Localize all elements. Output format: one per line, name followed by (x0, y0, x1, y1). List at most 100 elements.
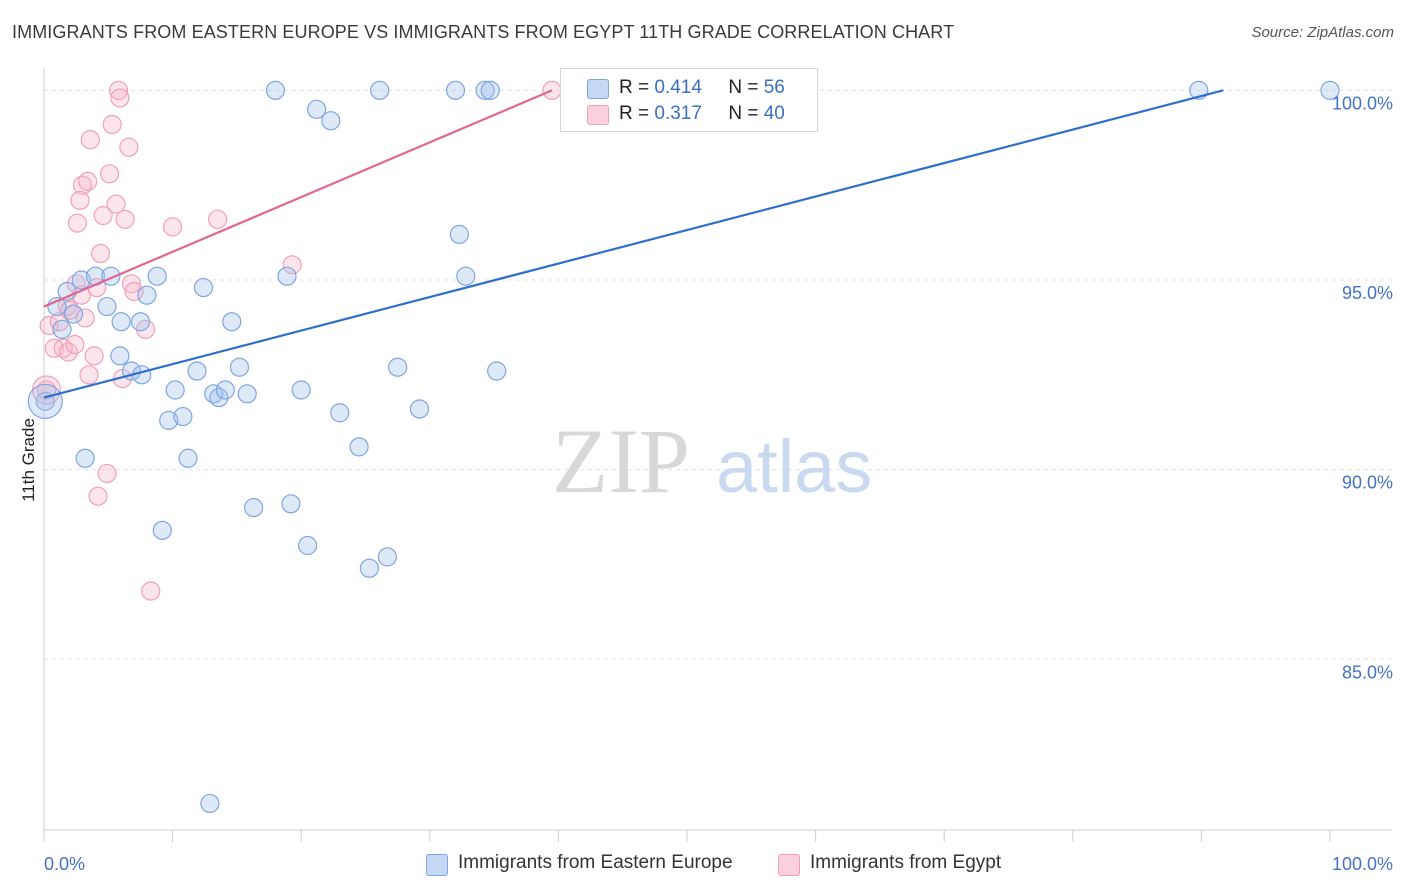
eastern-europe-point (237, 384, 257, 404)
egypt-point (124, 281, 144, 301)
egypt-point (282, 255, 302, 275)
egypt-point (106, 194, 126, 214)
eastern-europe-point (130, 312, 151, 332)
egypt-point (97, 463, 117, 484)
eastern-europe-point (111, 312, 131, 332)
egypt-point (115, 209, 135, 229)
eastern-europe-point (204, 384, 224, 404)
eastern-europe-point (321, 111, 341, 131)
eastern-europe-point (97, 296, 117, 317)
egypt-point (99, 164, 120, 184)
y-tick-label: 85.0% (1342, 662, 1393, 682)
eastern-europe-point (173, 406, 193, 427)
egypt-point (93, 205, 113, 226)
legend-swatch-pink (587, 105, 609, 125)
egypt-point (60, 300, 80, 320)
egypt-point (78, 171, 98, 191)
eastern-europe-point (200, 793, 220, 814)
egypt-point (163, 217, 183, 237)
watermark-zip: ZIP (552, 410, 690, 512)
y-tick-label: 100.0% (1332, 93, 1393, 113)
legend-n-value-2: 40 (763, 103, 785, 124)
eastern-europe-point (229, 357, 250, 377)
source-label: Source: ZipAtlas.com (1251, 24, 1394, 41)
egypt-point (79, 365, 99, 385)
eastern-europe-point-large (27, 383, 63, 419)
egypt-point (141, 581, 161, 601)
grid-lines (44, 89, 1392, 660)
egypt-point (208, 209, 228, 229)
eastern-europe-point (277, 266, 297, 286)
egypt-trend-line (43, 89, 553, 308)
eastern-europe-point (370, 80, 390, 100)
egypt-points (31, 80, 562, 601)
eastern-europe-point (377, 547, 397, 567)
eastern-europe-point (165, 380, 185, 400)
tick-labels: 85.0% 90.0% 95.0% 100.0% 0.0% 100.0% (44, 93, 1393, 874)
eastern-europe-point (152, 520, 172, 540)
eastern-europe-point (409, 399, 430, 419)
legend-n-value-1: 56 (763, 77, 785, 98)
eastern-europe-point (281, 494, 301, 514)
legend-r-label: R = (619, 77, 650, 98)
eastern-europe-point (63, 304, 84, 324)
eastern-europe-point (487, 361, 507, 381)
eastern-europe-point (307, 99, 327, 119)
egypt-point (108, 80, 129, 100)
legend-r-value-1: 0.414 (654, 77, 702, 98)
eastern-europe-point (187, 361, 207, 381)
eastern-europe-point (456, 266, 476, 286)
egypt-point (53, 338, 73, 358)
eastern-europe-point (388, 357, 408, 377)
eastern-europe-point (265, 80, 286, 100)
egypt-point (84, 346, 104, 366)
eastern-europe-point (71, 270, 91, 290)
egypt-point (70, 190, 90, 210)
egypt-point (119, 137, 139, 157)
x-tick-label-min: 0.0% (44, 854, 85, 874)
eastern-europe-point (209, 387, 229, 408)
egypt-point (88, 486, 108, 506)
x-tick-label-max: 100.0% (1332, 854, 1393, 874)
eastern-europe-point (330, 403, 350, 423)
eastern-europe-point (359, 558, 379, 578)
eastern-europe-point (1320, 80, 1340, 100)
eastern-europe-point (110, 346, 130, 366)
watermark-atlas: atlas (716, 425, 872, 508)
chart-title: IMMIGRANTS FROM EASTERN EUROPE VS IMMIGR… (12, 22, 955, 42)
legend-n-label: N = (728, 103, 759, 124)
eastern-europe-point (298, 535, 318, 556)
eastern-europe-point (193, 277, 214, 298)
eastern-europe-point (178, 448, 198, 468)
egypt-point (39, 315, 59, 336)
legend-r-label: R = (619, 103, 650, 124)
eastern-europe-trend-line (43, 89, 1224, 399)
eastern-europe-point (75, 448, 95, 468)
eastern-europe-point (475, 80, 495, 100)
eastern-europe-points (27, 80, 1340, 814)
y-tick-label: 95.0% (1342, 283, 1393, 303)
y-axis-label: 11th Grade (19, 418, 38, 502)
egypt-point (58, 342, 79, 362)
egypt-point (110, 88, 130, 108)
watermark: ZIP atlas (552, 410, 872, 512)
eastern-europe-point (480, 80, 500, 100)
y-tick-label: 90.0% (1342, 473, 1393, 493)
legend-swatch-blue (587, 79, 609, 99)
legend-n-label: N = (728, 77, 759, 98)
eastern-europe-point (222, 312, 242, 332)
axes (43, 68, 1392, 842)
egypt-point (72, 175, 93, 195)
trend-lines (43, 89, 1224, 399)
bottom-legend-swatch-blue (426, 854, 448, 876)
bottom-legend-label-2: Immigrants from Egypt (810, 852, 1002, 873)
eastern-europe-point (349, 437, 369, 457)
egypt-point (80, 130, 100, 150)
eastern-europe-point (244, 497, 264, 518)
egypt-point (75, 308, 95, 328)
bottom-legend-label-1: Immigrants from Eastern Europe (458, 852, 733, 873)
eastern-europe-point (52, 319, 72, 339)
egypt-point (67, 213, 88, 233)
egypt-point (121, 274, 142, 294)
